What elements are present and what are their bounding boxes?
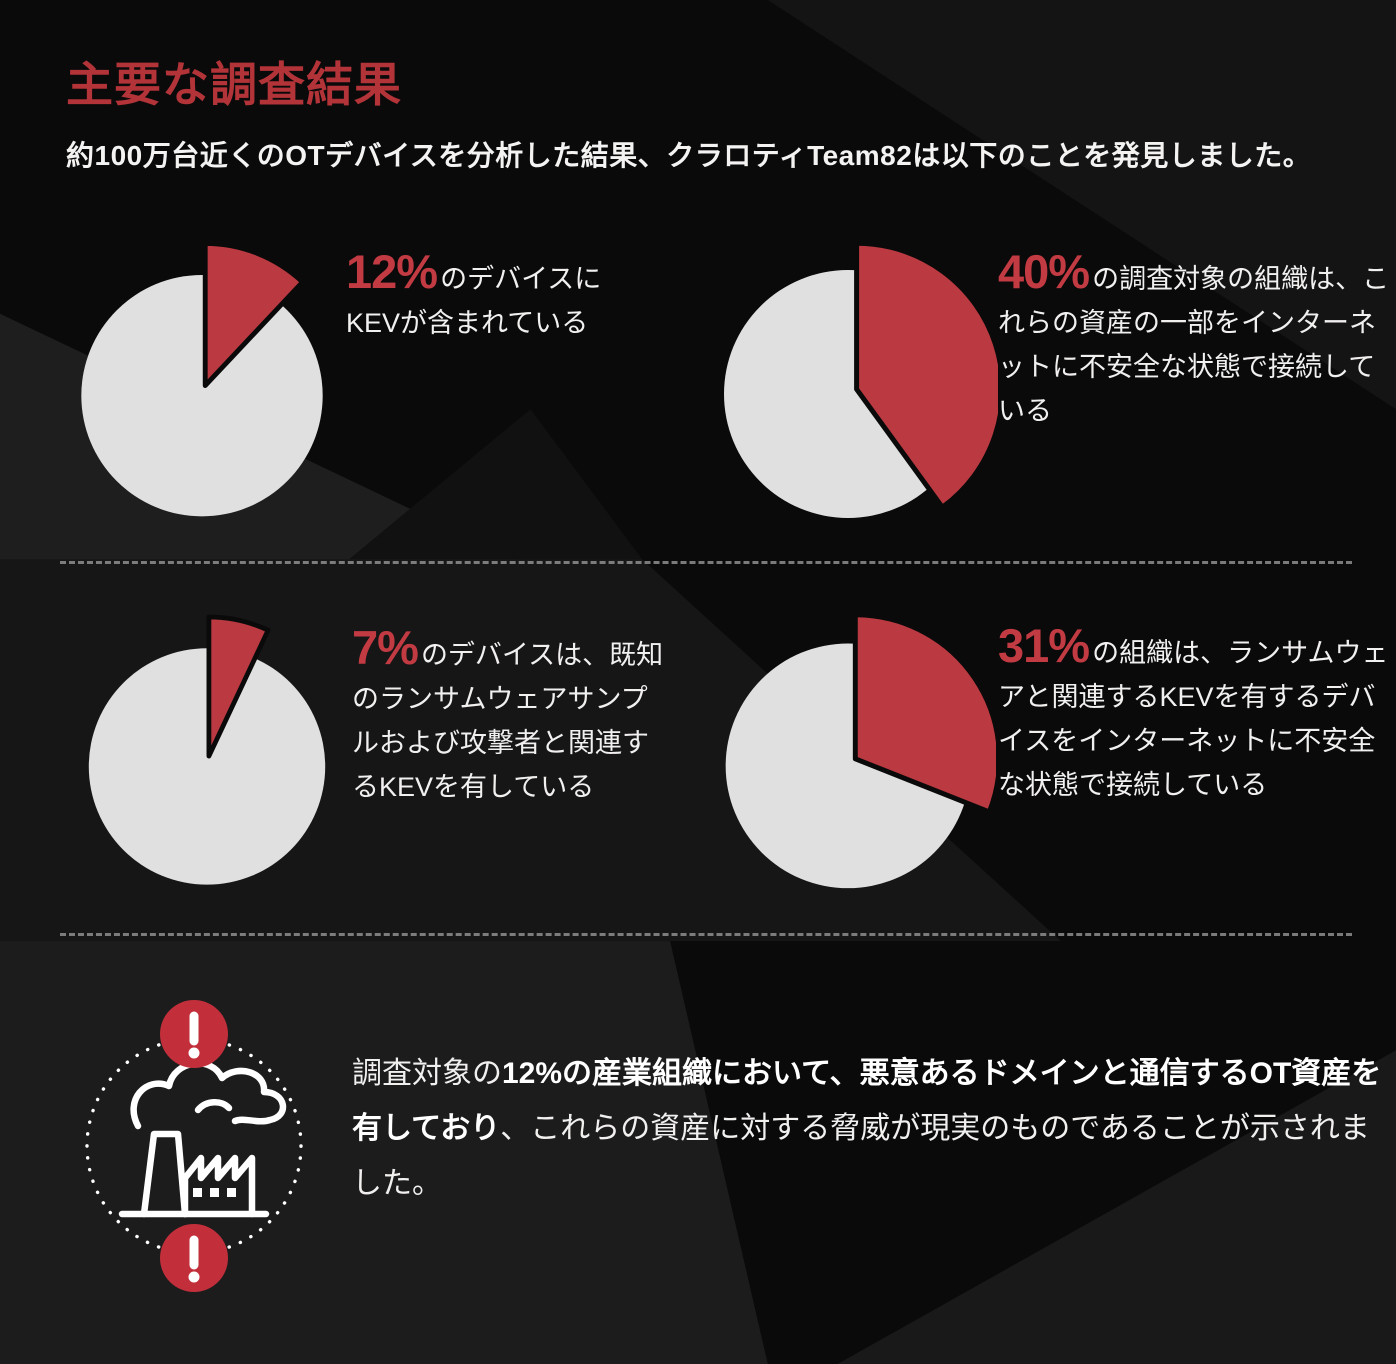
dotted-circle	[85, 1037, 303, 1255]
stat-7-pie-cell	[64, 612, 350, 898]
highlight-paragraph: 調査対象の12%の産業組織において、悪意あるドメインと通信するOT資産を有してお…	[352, 1046, 1396, 1211]
page-title: 主要な調査結果	[66, 58, 402, 111]
page-subtitle: 約100万台近くのOTデバイスを分析した結果、クラロティTeam82は以下のこと…	[66, 140, 1312, 171]
stat-12-description: のデバイスにKEVが含まれている	[346, 264, 602, 338]
stat-31-text: 31% の組織は、ランサムウェアと関連するKEVを有するデバイスをインターネットに…	[998, 618, 1394, 807]
stat-40-pie-cell	[698, 232, 998, 532]
stat-7-text: 7% のデバイスは、既知のランサムウェアサンプルおよび攻撃者と関連するKEVを有し…	[352, 620, 672, 809]
stat-40-description: の調査対象の組織は、これらの資産の一部をインターネットに不安全な状態で接続してい…	[998, 264, 1390, 426]
highlight-prefix: 調査対象の	[352, 1057, 502, 1090]
stat-7-description: のデバイスは、既知のランサムウェアサンプルおよび攻撃者と関連するKEVを有してい…	[352, 640, 664, 802]
dashed-separator	[60, 933, 1352, 936]
stat-7-value: 7%	[352, 621, 419, 674]
pie-chart-12-percent	[81, 241, 323, 517]
stat-40-text: 40% の調査対象の組織は、これらの資産の一部をインターネットに不安全な状態で接続…	[998, 244, 1394, 433]
exclamation-icon	[160, 1000, 228, 1068]
stat-31-value: 31%	[998, 619, 1090, 672]
highlight-suffix: 、これらの資産に対する脅威が現実のものであることが示されました。	[352, 1112, 1370, 1200]
stat-31-description: の組織は、ランサムウェアと関連するKEVを有するデバイスをインターネットに不安全…	[998, 638, 1389, 800]
dashed-separator	[60, 561, 1352, 564]
pie-chart-31-percent	[725, 612, 996, 889]
highlight-bold: 12%の産業組織において、悪意あるドメインと通信するOT資産を有しており	[352, 1057, 1382, 1145]
exclamation-icon	[160, 1224, 228, 1292]
stat-12-pie-cell	[56, 238, 348, 530]
factory-icon	[118, 1060, 287, 1218]
factory-alert-graphic	[85, 1000, 303, 1292]
stat-12-text: 12% のデバイスにKEVが含まれている	[346, 244, 648, 345]
factory-windows	[193, 1188, 236, 1197]
pie-chart-7-percent	[88, 614, 326, 885]
pie-chart-40-percent	[724, 240, 998, 518]
stat-12-value: 12%	[346, 245, 438, 298]
stat-31-pie-cell	[700, 606, 996, 902]
stat-40-value: 40%	[998, 245, 1090, 298]
